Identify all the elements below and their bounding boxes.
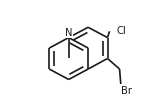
- Text: N: N: [65, 28, 72, 38]
- Text: Br: Br: [121, 85, 132, 95]
- Text: Cl: Cl: [116, 26, 126, 36]
